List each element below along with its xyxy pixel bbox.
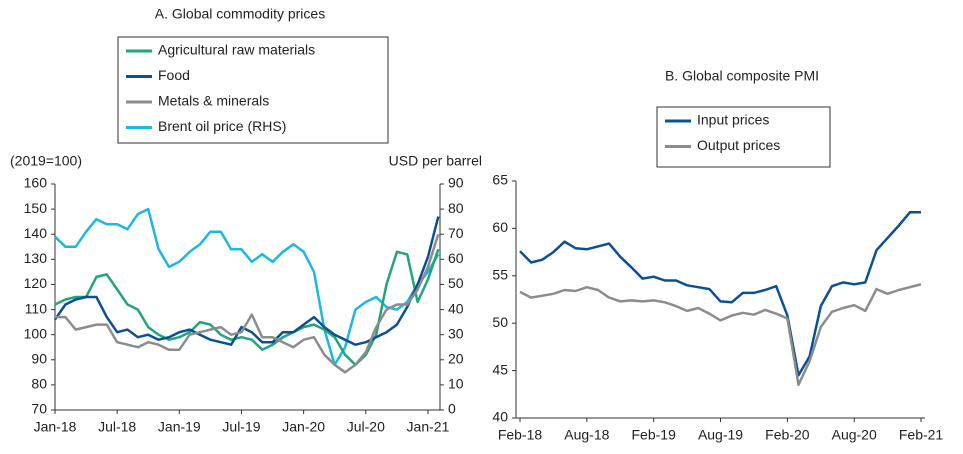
chart-title: B. Global composite PMI [665, 68, 819, 84]
series-line [54, 207, 440, 367]
series-line [54, 248, 440, 367]
legend-label: Brent oil price (RHS) [158, 118, 286, 134]
x-tick-label: Feb-20 [765, 427, 810, 443]
y2-tick-label: 30 [448, 325, 464, 341]
y-tick-label: 120 [24, 275, 48, 291]
y-tick-label: 50 [492, 314, 508, 330]
legend-box [656, 106, 831, 168]
legend-label: Metals & minerals [158, 93, 269, 109]
y-tick-label: 150 [24, 200, 48, 216]
y2-tick-label: 70 [448, 225, 464, 241]
y2-tick-label: 60 [448, 250, 464, 266]
x-tick-label: Jul-20 [347, 419, 385, 435]
x-tick-label: Feb-18 [498, 427, 543, 443]
y-tick-label: 90 [31, 350, 47, 366]
chart-title: A. Global commodity prices [155, 6, 325, 22]
y-tick-label: 65 [492, 172, 508, 188]
y2-tick-label: 90 [448, 175, 464, 191]
legend-box [117, 36, 389, 144]
series-line [55, 233, 440, 374]
y-tick-label: 55 [492, 267, 508, 283]
series-line [519, 211, 921, 377]
x-tick-label: Aug-20 [832, 427, 877, 443]
y2-tick-label: 40 [448, 300, 464, 316]
y-tick-label: 40 [492, 409, 508, 425]
x-tick-label: Feb-21 [899, 427, 944, 443]
legend-label: Input prices [697, 112, 769, 128]
y-tick-label: 100 [24, 325, 48, 341]
series-line [53, 216, 440, 346]
y2-tick-label: 20 [448, 350, 464, 366]
x-tick-label: Jan-19 [158, 419, 201, 435]
legend-label: Output prices [697, 137, 780, 153]
y2-tick-label: 0 [448, 401, 456, 417]
x-tick-label: Jul-18 [98, 419, 136, 435]
y-tick-label: 70 [31, 401, 47, 417]
x-tick-label: Jan-21 [407, 419, 450, 435]
legend-label: Food [158, 67, 190, 83]
y-tick-label: 80 [31, 376, 47, 392]
y-tick-label: 110 [25, 300, 48, 316]
y-tick-label: 45 [492, 361, 508, 377]
y2-axis-label: USD per barrel [389, 153, 482, 169]
series-line [519, 283, 922, 387]
x-tick-label: Jul-19 [222, 419, 260, 435]
y-tick-label: 140 [24, 225, 48, 241]
y-tick-label: 160 [24, 175, 48, 191]
y2-tick-label: 10 [448, 376, 464, 392]
x-tick-label: Jan-18 [34, 419, 77, 435]
y2-tick-label: 50 [448, 275, 464, 291]
y2-tick-label: 80 [448, 200, 464, 216]
y-tick-label: 60 [492, 219, 508, 235]
x-tick-label: Aug-19 [698, 427, 743, 443]
y-axis-label: (2019=100) [10, 153, 82, 169]
legend-label: Agricultural raw materials [158, 42, 315, 58]
y-tick-label: 130 [24, 250, 48, 266]
x-tick-label: Jan-20 [282, 419, 325, 435]
x-tick-label: Aug-18 [564, 427, 609, 443]
x-tick-label: Feb-19 [632, 427, 677, 443]
